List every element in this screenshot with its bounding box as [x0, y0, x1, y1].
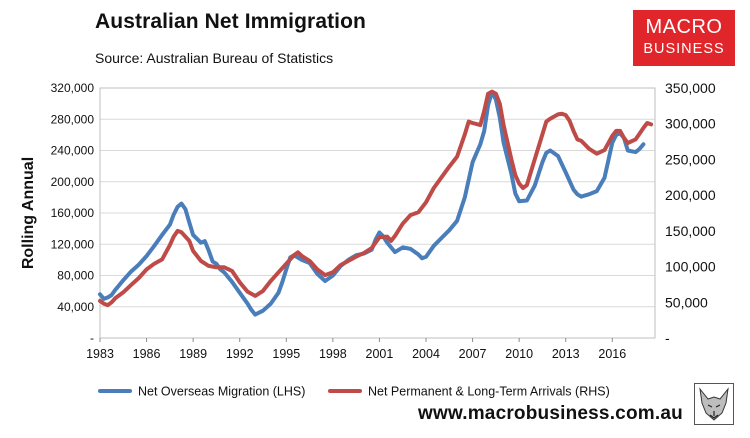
y-right-tick-label: 200,000 [665, 187, 716, 203]
x-tick-label: 1983 [86, 347, 114, 361]
x-tick-label: 2010 [505, 347, 533, 361]
y-left-tick-label: 320,000 [51, 81, 95, 95]
chart-title: Australian Net Immigration [95, 10, 366, 33]
y-left-tick-label: 240,000 [51, 144, 95, 158]
logo-line-2: BUSINESS [643, 41, 725, 57]
y-left-tick-label: 80,000 [57, 269, 94, 283]
y-right-tick-label: - [665, 330, 670, 346]
y-right-tick-label: 350,000 [665, 80, 716, 96]
x-tick-label: 2001 [366, 347, 394, 361]
y-right-tick-label: 250,000 [665, 151, 716, 167]
x-tick-label: 1995 [272, 347, 300, 361]
x-tick-label: 2007 [459, 347, 487, 361]
x-tick-label: 1992 [226, 347, 254, 361]
y-right-tick-label: 300,000 [665, 116, 716, 132]
y-left-tick-label: - [90, 331, 94, 345]
y-axis-title: Rolling Annual [20, 157, 37, 269]
x-tick-label: 1998 [319, 347, 347, 361]
x-tick-label: 2016 [598, 347, 626, 361]
y-left-tick-label: 120,000 [51, 237, 95, 251]
y-right-tick-label: 150,000 [665, 223, 716, 239]
legend-label-1: Net Permanent & Long-Term Arrivals (RHS) [368, 385, 610, 399]
x-tick-label: 1986 [133, 347, 161, 361]
y-left-tick-label: 160,000 [51, 206, 95, 220]
series-line-net-permanent-long-term-arrivals [98, 89, 654, 308]
y-left-tick-label: 200,000 [51, 175, 95, 189]
y-left-tick-label: 40,000 [57, 300, 94, 314]
x-tick-label: 2013 [552, 347, 580, 361]
y-right-tick-label: 50,000 [665, 294, 708, 310]
chart-source: Source: Australian Bureau of Statistics [95, 50, 334, 66]
plot-border [99, 87, 656, 339]
legend-label-0: Net Overseas Migration (LHS) [138, 385, 305, 399]
fox-logo-icon [694, 383, 734, 425]
x-tick-label: 2004 [412, 347, 440, 361]
macrobusiness-logo: MACRO BUSINESS [633, 10, 735, 66]
y-right-tick-label: 100,000 [665, 259, 716, 275]
website-url[interactable]: www.macrobusiness.com.au [418, 403, 683, 424]
y-left-tick-label: 280,000 [51, 112, 95, 126]
x-tick-label: 1989 [179, 347, 207, 361]
logo-line-1: MACRO [645, 16, 723, 38]
